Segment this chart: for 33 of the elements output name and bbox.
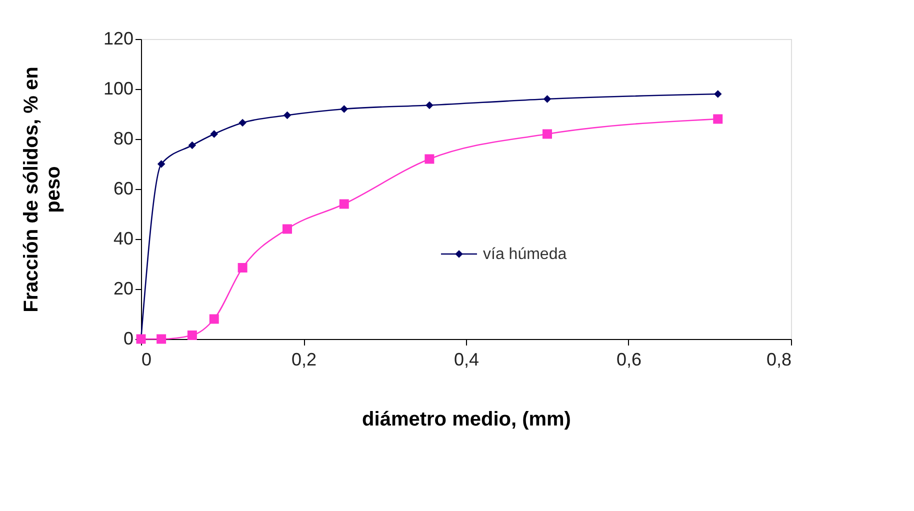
point xyxy=(426,101,434,110)
point xyxy=(187,330,197,340)
y-tick-label: 100 xyxy=(103,78,134,98)
point xyxy=(188,141,196,150)
y-tick-label: 120 xyxy=(103,28,134,48)
point xyxy=(340,105,348,113)
y-tick-label: 20 xyxy=(113,278,134,298)
point xyxy=(339,199,349,209)
point xyxy=(714,90,722,98)
legend-label: vía húmeda xyxy=(483,246,567,263)
point xyxy=(156,334,166,344)
point xyxy=(210,130,218,138)
point xyxy=(209,314,219,324)
x-axis-title: diámetro medio, (mm) xyxy=(362,408,571,430)
point xyxy=(543,95,552,103)
x-tick-label: 0,2 xyxy=(291,350,317,370)
y-tick-label: 60 xyxy=(113,178,134,198)
x-tick-label: 0 xyxy=(142,350,152,370)
x-tick-label: 0,8 xyxy=(766,350,792,370)
point xyxy=(713,114,723,124)
y-tick-label: 0 xyxy=(123,328,134,348)
y-tick-label: 40 xyxy=(113,228,134,248)
point xyxy=(282,224,292,234)
point xyxy=(542,129,552,139)
y-axis-title: Fracción de sólidos, % en peso xyxy=(20,66,64,312)
point xyxy=(424,154,434,164)
point xyxy=(157,160,166,168)
point xyxy=(238,263,248,272)
point xyxy=(283,111,292,120)
x-tick-label: 0,4 xyxy=(454,350,480,370)
y-tick-label: 80 xyxy=(113,128,134,148)
point xyxy=(238,118,246,127)
x-tick-label: 0,6 xyxy=(616,350,642,370)
